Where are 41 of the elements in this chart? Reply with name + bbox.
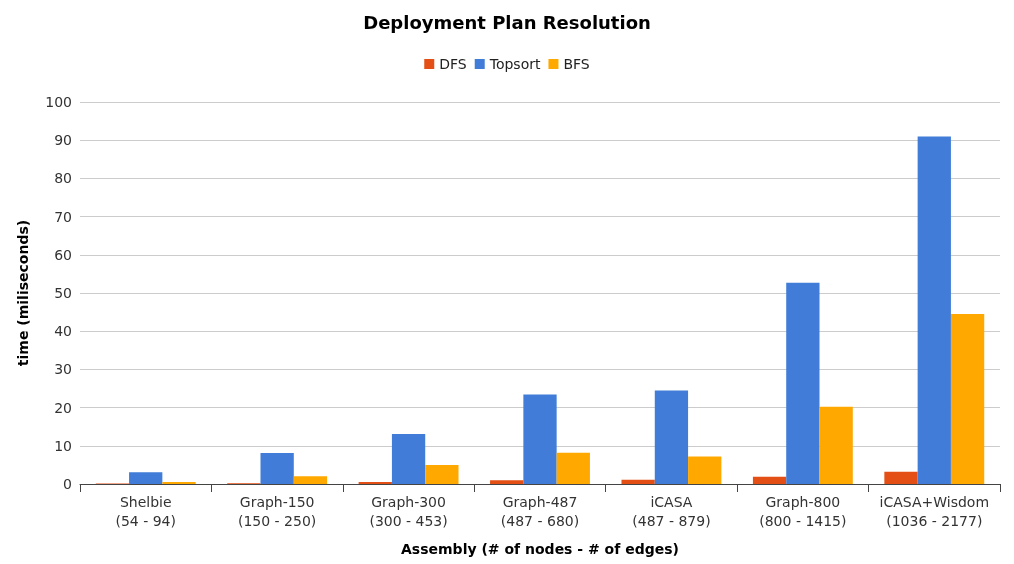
y-tick-label: 70: [54, 208, 72, 225]
bar: [490, 480, 524, 484]
bar: [819, 406, 853, 484]
bar: [621, 479, 655, 484]
x-tick-label: Shelbie (54 - 94): [115, 493, 176, 529]
legend-label: BFS: [563, 56, 590, 72]
x-tick-label: Graph-800 (800 - 1415): [759, 493, 847, 529]
x-tick-label: Graph-487 (487 - 680): [500, 493, 580, 529]
bar: [917, 136, 951, 484]
bar: [884, 471, 918, 484]
y-tick-label: 30: [54, 361, 72, 378]
y-tick-label: 0: [63, 476, 72, 492]
y-tick-label: 80: [54, 170, 72, 187]
y-tick-label: 90: [54, 132, 72, 149]
bar: [950, 314, 985, 484]
y-tick-label: 60: [54, 246, 72, 263]
bar: [391, 433, 426, 484]
bar: [752, 476, 787, 484]
bar: [425, 464, 459, 484]
x-tick-label: Graph-150 (150 - 250): [237, 493, 317, 529]
x-tick-label: iCASA (487 - 879): [632, 493, 711, 529]
chart-title: Deployment Plan Resolution: [363, 11, 651, 33]
x-tick-label: Graph-300 (300 - 453): [369, 493, 448, 529]
y-tick-label: 10: [54, 437, 72, 454]
bar: [688, 456, 722, 484]
legend-label: Topsort: [488, 56, 541, 72]
bar: [260, 453, 294, 484]
y-tick-label: 100: [45, 94, 72, 110]
bar: [654, 390, 689, 484]
y-axis-title: time (miliseconds): [15, 219, 31, 367]
bar: [293, 476, 328, 484]
bar: [523, 394, 557, 484]
y-tick-label: 40: [54, 323, 72, 340]
y-tick-label: 20: [54, 399, 72, 416]
bar: [129, 472, 163, 484]
x-tick-label: iCASA+Wisdom (1036 - 2177): [879, 493, 990, 529]
bar: [786, 282, 820, 484]
bar: [556, 452, 590, 484]
legend-label: DFS: [439, 56, 467, 72]
x-axis-title: Assembly (# of nodes - # of edges): [401, 541, 679, 557]
y-tick-label: 50: [54, 285, 72, 301]
